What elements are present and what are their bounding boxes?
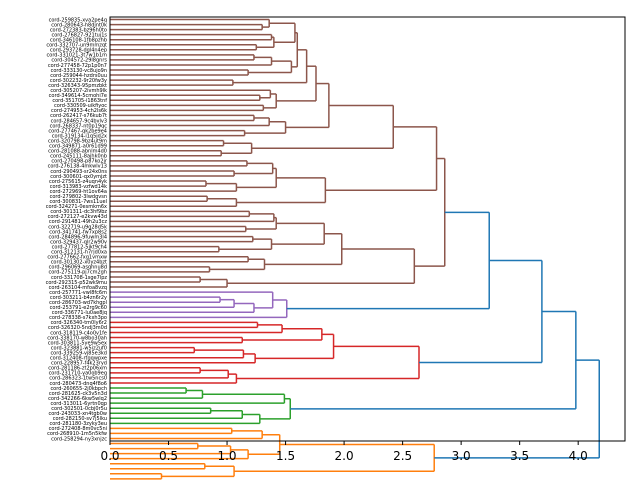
leaf-label: cord-281088-abnlm4d0 — [48, 149, 107, 155]
x-tick-label: 2.0 — [335, 449, 354, 463]
leaf-label: cord-312131-h7rjd0xa — [51, 250, 107, 256]
leaf-label: cord-304572-29l8gnrs — [51, 58, 107, 64]
leaf-label: cord-341741-fw7xp8s2 — [49, 229, 107, 235]
leaf-label: cord-300601-qx0ymjzt — [50, 174, 107, 180]
leaf-label: cord-257771-vwl8fc6m — [49, 290, 107, 296]
leaf-label: cord-293728-dgl4n4ep — [50, 48, 107, 54]
leaf-label: cord-342266-6kw5wlq2 — [48, 396, 107, 402]
leaf-label: cord-270498-p87ko2jr — [51, 159, 108, 165]
leaf-label: cord-279802-3lwdgvsn — [50, 194, 107, 200]
leaf-label: cord-281625-ck3v5n3d — [49, 391, 107, 397]
leaf-label: cord-286703-wd7khgpl — [49, 300, 107, 306]
leaf-label: cord-329437-qlr2w90v — [50, 239, 107, 245]
leaf-label: cord-275119-pj7cm2gh — [48, 270, 107, 276]
leaf-label: cord-263104-mfoa8vzq — [49, 285, 107, 291]
leaf-label: cord-331708-1sge7lpz — [51, 275, 107, 281]
leaf-label: cord-281180-3zyky3eu — [49, 421, 107, 427]
leaf-label: cord-291481-49h2u3cz — [49, 219, 107, 225]
leaf-label: cord-286323-1tw5ncs0 — [49, 376, 107, 382]
leaf-label: cord-313983-vzfwd14k — [50, 184, 107, 190]
leaf-label: cord-253791-e2rg9c60 — [50, 305, 107, 311]
leaf-label: cord-349871-a0r61d99 — [49, 144, 107, 150]
leaf-label: cord-300831-7ws11uel — [49, 199, 107, 205]
leaf-label: cord-282150-sv7j5lku — [53, 416, 107, 422]
leaf-label: cord-301302-x0yz4bzt — [51, 260, 107, 266]
leaf-label: cord-302501-0cbj0r5u — [51, 406, 107, 412]
leaf-label: cord-338170-w8bo30ah — [47, 335, 107, 341]
leaf-label: cord-277467-qk2be9e4 — [48, 128, 107, 134]
leaf-label: cord-331021-3t7w1b1m — [47, 53, 108, 59]
leaf-label: cord-259044-hzdrs0uu — [50, 73, 107, 79]
leaf-label: cord-318119-c4o0v1fe — [50, 330, 107, 336]
leaf-labels: cord-259835-xva2pe4qcord-280643-h8djnt0k… — [46, 17, 108, 442]
x-tick-label: 3.5 — [510, 449, 529, 463]
leaf-label: cord-281186-zt2p06xm — [48, 366, 107, 372]
leaf-label: cord-231710-ya0ob9eq — [49, 371, 107, 377]
leaf-label: cord-268910-1m5n5kfw — [47, 431, 107, 437]
leaf-label: cord-326320-5ndj3m0d — [48, 325, 107, 331]
leaf-label: cord-268337-nt0p19qc — [50, 123, 108, 129]
leaf-label: cord-280643-h8djnt0k — [51, 22, 107, 28]
leaf-label: cord-284657-9c4bvlv3 — [51, 118, 107, 124]
leaf-label: cord-330509-uikfiyoc — [54, 103, 107, 109]
leaf-label: cord-274953-4ch2ls6k — [51, 108, 107, 114]
leaf-label: cord-296069-asqhnu8d — [49, 265, 107, 271]
leaf-label: cord-277812-5jkt9ch4 — [52, 244, 107, 250]
x-axis: 0.0 0.5 1.0 1.5 2.0 2.5 3.0 3.5 4.0 — [100, 441, 588, 463]
leaf-label: cord-326340-tm0ly6r2 — [51, 320, 107, 326]
leaf-label: cord-275615-z4uqn4yk — [49, 179, 107, 185]
leaf-label: cord-324271-0esmkm6x — [46, 204, 107, 210]
x-tick-label: 1.5 — [276, 449, 295, 463]
x-tick-label: 3.0 — [452, 449, 471, 463]
leaf-label: cord-245111-8ajhk0nb — [50, 154, 107, 160]
leaf-label: cord-272969-ht1ov64a — [50, 189, 107, 195]
leaf-label: cord-301311-dc3hf9bz — [50, 209, 107, 215]
leaf-label: cord-303811-5ye9w5ex — [48, 340, 107, 346]
leaf-label: cord-322719-u9g28d5k — [48, 224, 107, 230]
leaf-label: cord-312408-rtgqwpxe — [50, 356, 107, 362]
leaf-label: cord-351705-i1863tnf — [52, 98, 107, 104]
leaf-label: cord-272383-bz96h0to — [50, 27, 107, 33]
leaf-label: cord-326343-95pmzbkt — [48, 83, 107, 89]
leaf-label: cord-260655-2j0kbpch — [50, 386, 107, 392]
x-tick-label: 0.5 — [159, 449, 178, 463]
leaf-label: cord-333130-vc8ujo9n — [51, 68, 107, 74]
leaf-label: cord-290493-sr24x0ns — [50, 169, 107, 175]
leaf-label: cord-278338-s7kxh3po — [49, 315, 107, 321]
leaf-label: cord-303211-b4zn6r2y — [50, 295, 107, 301]
leaf-label: cord-302232-9r20fw3y — [50, 78, 107, 84]
leaf-label: cord-228957-f4k23ryd — [51, 361, 107, 367]
leaf-label: cord-292315-p52wk9mu — [46, 280, 107, 286]
leaf-label: cord-332707-un9mmzqt — [46, 43, 107, 49]
leaf-label: cord-276138-4mkwlv13 — [48, 164, 107, 170]
leaf-label: cord-305207-2ivmh9lk — [50, 88, 107, 94]
leaf-label: cord-272127-e2kvw43d — [48, 214, 107, 220]
leaf-label: cord-277458-72p1p0n7 — [48, 63, 107, 69]
leaf-label: cord-272408-8m0vc5ni — [49, 426, 107, 432]
x-tick-label: 4.0 — [569, 449, 588, 463]
leaf-label: cord-243033-xn4tgb0w — [48, 411, 107, 417]
leaf-label: cord-336771-lu0ae8jq — [52, 310, 107, 316]
leaf-label: cord-339259-vj85e3kd — [50, 350, 107, 356]
leaf-label: cord-277662-fxg1vmxw — [47, 255, 107, 261]
dendrogram-links — [110, 18, 600, 480]
leaf-label: cord-319134-i1q5jd2x — [52, 133, 107, 139]
leaf-label: cord-280473-dnq4f8o6 — [49, 381, 107, 387]
leaf-label: cord-349614-5cmohi7e — [49, 93, 107, 99]
leaf-label: cord-258294-ny3xnjzc — [51, 436, 107, 442]
x-tick-label: 2.5 — [393, 449, 412, 463]
x-tick-label: 1.0 — [217, 449, 236, 463]
plot-frame — [109, 16, 626, 442]
x-tick-label: 0.0 — [100, 449, 119, 463]
leaf-label: cord-284896-9fuwm3l4 — [49, 234, 107, 240]
leaf-label: cord-313011-6yrtn0qp — [51, 401, 108, 407]
leaf-label: cord-276827-921tuj1s — [52, 32, 108, 38]
leaf-label: cord-320798-9bz4ut9m — [48, 138, 107, 144]
leaf-label: cord-259835-xva2pe4q — [49, 17, 107, 23]
leaf-label: cord-323881-w5iz2uf0 — [51, 345, 107, 351]
leaf-label: cord-346108-1fb8pzhb — [50, 38, 107, 44]
leaf-label: cord-262417-s76kub7t — [50, 113, 107, 119]
